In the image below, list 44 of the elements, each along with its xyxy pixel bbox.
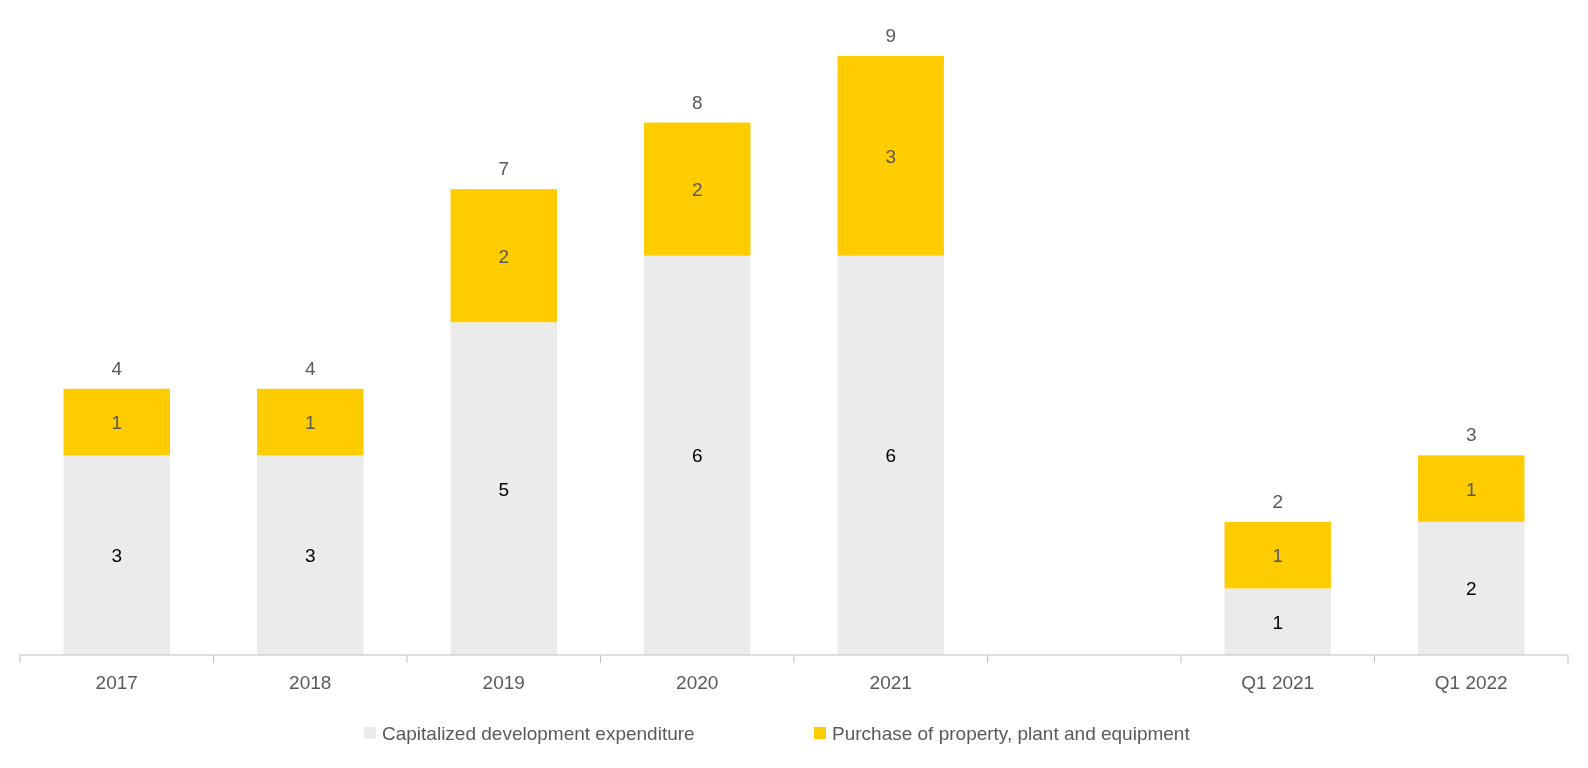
bar bbox=[1418, 455, 1525, 522]
x-tick-label: 2017 bbox=[95, 672, 138, 693]
bar bbox=[837, 56, 944, 256]
data-label: 1 bbox=[1272, 545, 1284, 567]
bar bbox=[1224, 588, 1331, 655]
bar bbox=[257, 388, 364, 456]
total-label: 9 bbox=[885, 25, 897, 46]
bar bbox=[644, 255, 751, 655]
bar bbox=[1418, 521, 1525, 655]
data-label: 1 bbox=[304, 412, 316, 434]
total-label: 4 bbox=[304, 357, 316, 379]
legend-label: Capitalized development expenditure bbox=[382, 723, 695, 744]
data-label: 1 bbox=[1465, 478, 1477, 500]
bar bbox=[63, 455, 170, 655]
total-label: 2 bbox=[1272, 490, 1284, 512]
data-label: 1 bbox=[111, 412, 123, 434]
bar bbox=[63, 388, 170, 456]
data-label: 2 bbox=[1465, 578, 1477, 600]
total-label: 8 bbox=[691, 91, 703, 113]
data-label: 3 bbox=[885, 145, 897, 167]
bar bbox=[450, 322, 557, 655]
total-label: 4 bbox=[111, 357, 123, 379]
legend-label: Purchase of property, plant and equipment bbox=[832, 723, 1191, 744]
x-tick-label: 2020 bbox=[676, 672, 719, 693]
x-tick-label: 2021 bbox=[869, 672, 912, 693]
data-label: 2 bbox=[691, 179, 703, 201]
data-label: 6 bbox=[691, 445, 703, 467]
x-tick-label: 2019 bbox=[482, 672, 525, 693]
data-label: 5 bbox=[498, 478, 510, 500]
data-label: 3 bbox=[111, 545, 123, 567]
data-label: 2 bbox=[498, 245, 510, 267]
data-label: 1 bbox=[1272, 611, 1284, 633]
data-label: 3 bbox=[304, 545, 316, 567]
bar bbox=[837, 255, 944, 655]
bar bbox=[1224, 521, 1331, 589]
data-label: 6 bbox=[885, 445, 897, 467]
x-tick-label: Q1 2022 bbox=[1434, 672, 1508, 693]
total-label: 3 bbox=[1465, 424, 1477, 446]
bar bbox=[450, 189, 557, 323]
total-label: 7 bbox=[498, 158, 510, 180]
bar bbox=[644, 122, 751, 256]
bar bbox=[257, 455, 364, 655]
x-tick-label: Q1 2021 bbox=[1241, 672, 1315, 693]
x-tick-label: 2018 bbox=[289, 672, 332, 693]
